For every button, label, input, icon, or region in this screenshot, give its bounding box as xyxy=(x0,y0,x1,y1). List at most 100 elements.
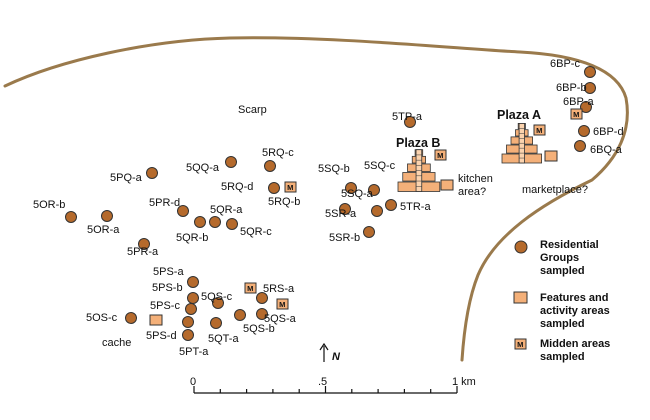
residential-label-5pq-a: 5PQ-a xyxy=(110,172,143,184)
residential-label-5sr-a: 5SR-a xyxy=(325,208,357,220)
residential-dot-5pt-a xyxy=(182,329,194,341)
residential-label-6bp-c: 6BP-c xyxy=(550,58,580,70)
residential-dot-5pq-a xyxy=(146,167,158,179)
residential-dot-5tp-a xyxy=(404,116,416,128)
midden-plaza-a xyxy=(533,124,546,136)
residential-label-5os-c: 5OS-c xyxy=(86,312,118,324)
residential-label-6bq-a: 6BQ-a xyxy=(590,144,623,156)
residential-dot-5qs-a xyxy=(256,308,268,320)
residential-dot-5qs-c xyxy=(212,297,224,309)
legend-feature-swatch xyxy=(513,291,528,304)
residential-label-5qs-c: 5QS-c xyxy=(201,291,233,303)
residential-dot-5qr-a xyxy=(209,216,221,228)
cache-feature xyxy=(149,314,163,326)
residential-label-5rq-d: 5RQ-d xyxy=(221,181,253,193)
marketplace-feature xyxy=(544,150,558,162)
residential-label-6bp-b: 6BP-b xyxy=(556,82,587,94)
residential-label-5tp-a: 5TP-a xyxy=(392,111,423,123)
scale-label-end: 1 km xyxy=(452,376,476,388)
residential-label-5sr-b: 5SR-b xyxy=(329,232,360,244)
plaza-b-pyramid xyxy=(397,149,441,192)
residential-label-5pt-a: 5PT-a xyxy=(179,346,209,358)
marketplace-label: marketplace? xyxy=(522,184,588,196)
residential-label-6bp-a: 6BP-a xyxy=(563,96,594,108)
midden-plaza-a-symbol: M xyxy=(536,126,542,135)
legend-residential-swatch xyxy=(514,240,528,254)
residential-dot-5sq-c xyxy=(368,184,380,196)
scarp-line xyxy=(3,36,629,362)
residential-dot-5ps-b xyxy=(187,292,199,304)
feature-areas xyxy=(149,150,558,326)
residential-dot-5pr-d xyxy=(177,205,189,217)
legend-midden-marker-symbol: M xyxy=(517,340,523,349)
residential-label-5pr-d: 5PR-d xyxy=(149,197,180,209)
kitchen-feature xyxy=(440,179,454,191)
residential-dot-5os-c xyxy=(125,312,137,324)
residential-dot-5qt-a xyxy=(210,317,222,329)
legend-features-3: sampled xyxy=(540,318,585,330)
residential-dot-5rq-d xyxy=(268,182,280,194)
residential-label-5qr-b: 5QR-b xyxy=(176,232,208,244)
residential-dot-6bp-b xyxy=(584,82,596,94)
midden-6bp-a-symbol: M xyxy=(573,110,579,119)
scale-bar: 0 .5 1 km xyxy=(190,376,476,394)
scarp-label: Scarp xyxy=(238,104,267,116)
residential-label-5ps-b: 5PS-b xyxy=(152,282,183,294)
residential-dot-5or-b xyxy=(65,211,77,223)
residential-dot-6bp-a xyxy=(580,101,592,113)
cache-label: cache xyxy=(102,337,131,349)
residential-groups xyxy=(65,66,596,341)
legend-midden-2: sampled xyxy=(540,351,585,363)
kitchen-area-label-1: kitchen xyxy=(458,173,493,185)
kitchen-area-label-2: area? xyxy=(458,186,486,198)
residential-dot-5sr-a xyxy=(371,205,383,217)
legend-residential-2: Groups xyxy=(540,252,579,264)
residential-label-5rq-c: 5RQ-c xyxy=(262,147,294,159)
scale-label-start: 0 xyxy=(190,376,196,388)
residential-dot-5qq-a xyxy=(225,156,237,168)
residential-dot-6bp-c xyxy=(584,66,596,78)
residential-dot-5pr-a xyxy=(138,238,150,250)
midden-6bp-a xyxy=(570,108,583,120)
residential-dot-5rq-c xyxy=(264,160,276,172)
residential-label-5qr-c: 5QR-c xyxy=(240,226,272,238)
residential-dot-5or-a xyxy=(101,210,113,222)
residential-dot-5qr-c xyxy=(226,218,238,230)
midden-5rq-d xyxy=(284,181,297,193)
residential-dot-5sq-a xyxy=(339,203,351,215)
residential-label-6bp-d: 6BP-d xyxy=(593,126,624,138)
plaza-a-label: Plaza A xyxy=(497,108,541,122)
midden-5rs-a-symbol: M xyxy=(247,284,253,293)
legend-features-1: Features and xyxy=(540,292,608,304)
legend-residential-1: Residential xyxy=(540,239,599,251)
residential-dot-5qs-b xyxy=(234,309,246,321)
residential-label-5sq-a: 5SQ-a xyxy=(341,188,374,200)
residential-label-5ps-d: 5PS-d xyxy=(146,330,177,342)
midden-areas: M M M M M M xyxy=(244,108,583,310)
residential-label-5pr-a: 5PR-a xyxy=(127,246,159,258)
plaza-a-pyramid xyxy=(501,123,542,164)
residential-label-5ps-c: 5PS-c xyxy=(150,300,180,312)
residential-label-5qr-a: 5QR-a xyxy=(210,204,243,216)
residential-label-5tr-a: 5TR-a xyxy=(400,201,431,213)
residential-label-5rq-b: 5RQ-b xyxy=(268,196,300,208)
residential-label-5or-a: 5OR-a xyxy=(87,224,120,236)
midden-5rq-d-symbol: M xyxy=(287,183,293,192)
residential-label-5qs-a: 5QS-a xyxy=(264,313,297,325)
residential-dot-5ps-a xyxy=(187,276,199,288)
residential-label-5ps-a: 5PS-a xyxy=(153,266,184,278)
midden-5qs-a-symbol: M xyxy=(279,300,285,309)
residential-label-5sq-b: 5SQ-b xyxy=(318,163,350,175)
residential-label-5sq-c: 5SQ-c xyxy=(364,160,396,172)
residential-dot-5qr-b xyxy=(194,216,206,228)
midden-5qs-a xyxy=(276,298,289,310)
legend-midden-marker xyxy=(514,338,527,350)
residential-dot-5rs-a xyxy=(256,292,268,304)
legend-midden-swatch: M xyxy=(514,338,527,350)
residential-dot-5sr-b xyxy=(363,226,375,238)
residential-label-5or-b: 5OR-b xyxy=(33,199,65,211)
residential-label-5qs-b: 5QS-b xyxy=(243,323,275,335)
legend: Residential Groups sampled Features and … xyxy=(513,239,610,363)
legend-residential-3: sampled xyxy=(540,265,585,277)
residential-dot-6bp-d xyxy=(578,125,590,137)
